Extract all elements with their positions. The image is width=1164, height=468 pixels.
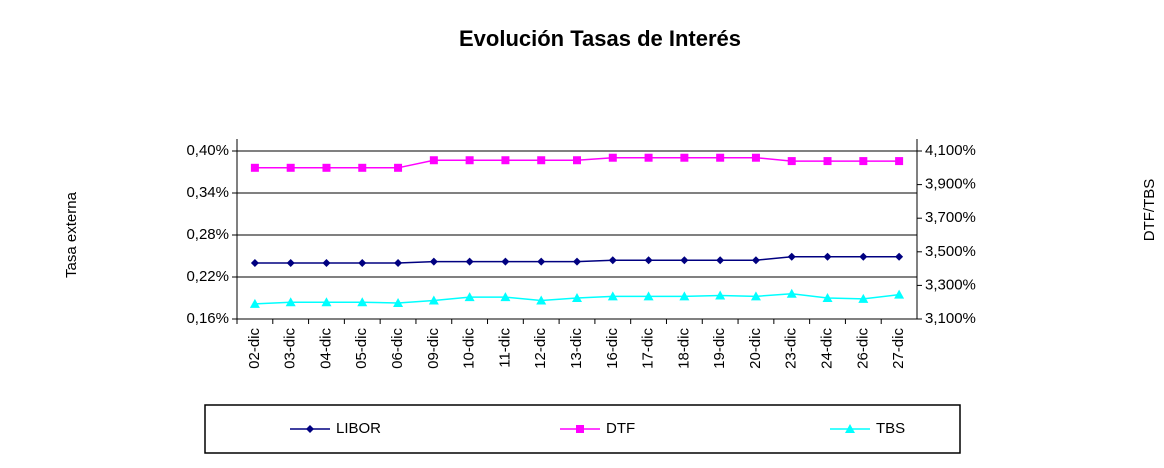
- y-axis-title: Tasa externa: [63, 191, 80, 278]
- y2-tick-label: 3,500%: [925, 243, 976, 260]
- y2-tick-label: 4,100%: [925, 142, 976, 159]
- marker: [501, 156, 510, 165]
- marker: [537, 156, 546, 165]
- x-tick-label: 26-dic: [854, 328, 871, 369]
- marker: [358, 259, 367, 267]
- marker: [572, 293, 582, 302]
- marker: [500, 292, 511, 302]
- marker: [286, 259, 295, 267]
- x-tick-label: 13-dic: [568, 328, 585, 369]
- legend-box: [204, 404, 961, 454]
- marker: [858, 293, 869, 303]
- y2-tick-label: 3,700%: [925, 209, 976, 226]
- marker: [394, 163, 403, 172]
- y-tick-label: 0,22%: [186, 268, 229, 285]
- marker: [393, 298, 404, 308]
- marker: [536, 295, 547, 305]
- marker: [358, 163, 367, 172]
- marker: [429, 257, 438, 266]
- x-tick-label: 12-dic: [532, 328, 549, 369]
- marker: [680, 256, 689, 265]
- marker: [608, 256, 617, 265]
- marker: [607, 291, 618, 301]
- marker: [429, 156, 438, 165]
- x-tick-label: 04-dic: [317, 328, 334, 369]
- x-tick-label: 23-dic: [783, 328, 800, 369]
- legend-marker: [576, 425, 584, 433]
- x-tick-label: 20-dic: [747, 328, 764, 369]
- marker: [644, 256, 653, 265]
- x-tick-label: 05-dic: [353, 328, 370, 369]
- marker: [465, 257, 474, 266]
- marker: [322, 163, 331, 172]
- marker: [250, 163, 259, 172]
- x-tick-label: 09-dic: [425, 328, 442, 369]
- marker: [822, 293, 833, 302]
- x-tick-label: 02-dic: [246, 328, 263, 369]
- x-tick-label: 03-dic: [282, 328, 299, 369]
- y2-tick-label: 3,300%: [925, 276, 976, 293]
- marker: [644, 153, 653, 162]
- x-tick-label: 11-dic: [496, 328, 513, 368]
- marker: [894, 289, 905, 299]
- marker: [357, 297, 368, 307]
- marker: [750, 291, 761, 301]
- x-tick-label: 16-dic: [604, 328, 621, 369]
- marker: [716, 153, 725, 162]
- x-tick-label: 27-dic: [890, 328, 907, 369]
- x-tick-label: 18-dic: [675, 328, 692, 369]
- legend-label: TBS: [876, 420, 905, 437]
- y-tick-label: 0,40%: [186, 142, 229, 159]
- marker: [823, 157, 832, 166]
- marker: [680, 153, 689, 162]
- marker: [286, 163, 295, 172]
- marker: [249, 298, 260, 308]
- marker: [465, 156, 474, 165]
- marker: [285, 297, 296, 307]
- marker: [537, 257, 546, 266]
- marker: [321, 297, 332, 307]
- y2-axis-title: DTF/TBS: [1141, 179, 1158, 242]
- marker: [786, 288, 797, 298]
- marker: [322, 259, 331, 267]
- legend-marker: [306, 425, 314, 433]
- marker: [859, 157, 868, 166]
- marker: [716, 256, 725, 265]
- marker: [895, 157, 904, 166]
- y-tick-label: 0,16%: [186, 310, 229, 327]
- marker: [250, 259, 259, 267]
- x-tick-label: 24-dic: [818, 328, 835, 369]
- x-tick-label: 06-dic: [389, 328, 406, 369]
- marker: [751, 256, 760, 265]
- y-tick-label: 0,28%: [186, 226, 229, 243]
- marker: [787, 252, 796, 261]
- y-tick-label: 0,34%: [186, 184, 229, 201]
- legend-label: DTF: [606, 420, 635, 437]
- marker: [573, 257, 581, 266]
- marker: [573, 156, 581, 165]
- x-tick-label: 10-dic: [461, 328, 478, 369]
- marker: [464, 292, 475, 302]
- marker: [715, 290, 726, 300]
- legend-label: LIBOR: [336, 420, 381, 437]
- marker: [859, 252, 868, 261]
- chart-title: Evolución Tasas de Interés: [459, 26, 741, 51]
- x-tick-label: 19-dic: [711, 328, 728, 369]
- marker: [608, 153, 617, 162]
- x-tick-label: 17-dic: [640, 328, 657, 369]
- marker: [679, 291, 690, 301]
- marker: [394, 259, 403, 267]
- legend-marker: [845, 424, 855, 433]
- marker: [895, 252, 904, 261]
- marker: [428, 295, 439, 305]
- marker: [823, 252, 832, 261]
- y2-tick-label: 3,100%: [925, 310, 976, 327]
- marker: [501, 257, 510, 266]
- y2-tick-label: 3,900%: [925, 176, 976, 193]
- marker: [643, 291, 654, 301]
- marker: [751, 153, 760, 162]
- marker: [787, 157, 796, 166]
